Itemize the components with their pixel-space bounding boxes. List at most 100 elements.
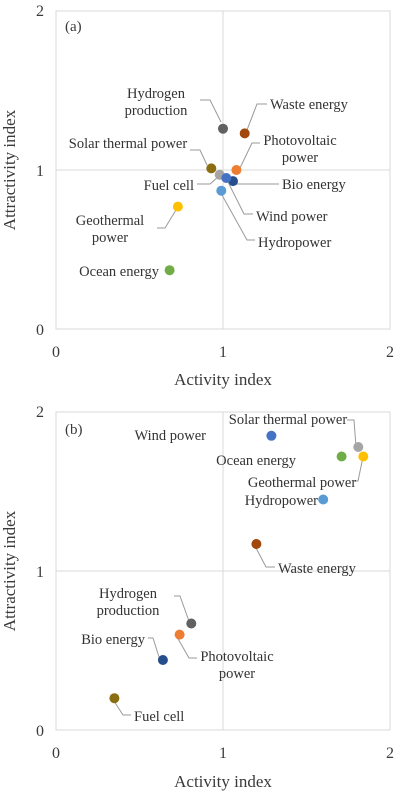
point-label-line: Hydrogen [127,86,186,102]
leader-line-geothermal-power [157,209,177,229]
panel-label: (a) [65,19,82,35]
point-label-line: Bio energy [81,632,146,648]
point-label-ocean-energy: Ocean energy [216,453,297,469]
point-label-line: Wind power [135,428,207,444]
point-label-hydrogen-production: Hydrogen production [125,86,189,119]
y-tick-label: 1 [36,564,44,581]
data-point-ocean-energy [164,265,175,276]
leader-line-geothermal-power [353,456,364,482]
data-point-hydrogen-production [186,618,197,629]
point-label-line: Photovoltaic [200,649,273,665]
point-label-line: Geothermal power [248,475,356,491]
data-point-photovoltaic-power [231,165,242,175]
data-point-hydropower [216,185,227,196]
leader-line-hydropower [221,194,255,241]
point-label-line: production [97,603,161,619]
x-tick-label: 1 [219,745,227,762]
data-point-fuel-cell [109,693,120,704]
leader-line-photovoltaic-power [239,142,260,169]
data-point-waste-energy [251,539,262,549]
y-tick-label: 0 [36,322,44,339]
data-point-wind-power [221,173,232,183]
panel-label: (b) [65,422,83,438]
point-label-line: power [92,230,128,246]
data-point-photovoltaic-power [174,629,185,640]
point-label-hydropower: Hydropower [245,493,318,509]
point-label-geothermal-power: Geothermal power [76,213,144,246]
point-label-wind-power: Wind power [256,209,328,225]
point-label-solar-thermal-power: Solar thermal power [69,136,188,152]
leader-line-solar-thermal-power [190,149,208,166]
leader-line-fuel-cell [111,697,131,716]
point-label-line: Solar thermal power [229,412,348,428]
leader-line-hydrogen-production [200,99,222,123]
x-tick-label: 2 [386,745,394,762]
y-tick-label: 0 [36,723,44,740]
x-axis-label: Activity index [174,370,272,389]
data-point-bio-energy [157,655,168,665]
point-label-line: power [219,666,255,682]
point-label-hydropower: Hydropower [258,235,331,251]
point-label-solar-thermal-power: Solar thermal power [229,412,348,428]
leader-line-solar-thermal-power [347,419,357,448]
data-point-geothermal-power [358,451,369,462]
leader-line-fuel-cell [197,176,219,185]
point-label-line: Ocean energy [216,453,297,469]
point-label-waste-energy: Waste energy [270,97,349,113]
point-label-fuel-cell: Fuel cell [134,709,184,725]
point-label-line: Photovoltaic [263,133,336,149]
x-tick-label: 0 [52,745,60,762]
data-point-hydropower [318,494,329,505]
point-label-bio-energy: Bio energy [81,632,146,648]
chart-panel-a: (a) 2 1 0 0 1 2 Activity index Attractiv… [0,3,394,389]
data-point-solar-thermal-power [353,442,364,452]
data-point-waste-energy [239,128,250,139]
chart-panel-b: (b) 2 1 0 0 1 2 Activity index Attractiv… [0,404,394,791]
data-point-geothermal-power [172,201,183,212]
x-tick-label: 0 [52,344,60,361]
point-label-line: Hydropower [258,235,331,251]
point-group: Hydrogen production Waste energy Photovolta… [69,86,349,280]
point-label-line: Ocean energy [79,264,160,280]
leader-line-wind-power [227,181,253,215]
leader-line-bio-energy [148,637,161,661]
leader-line-photovoltaic-power [176,636,197,659]
x-tick-label: 1 [219,344,227,361]
y-tick-label: 1 [36,163,44,180]
point-label-hydrogen-production: Hydrogen production [97,586,161,619]
point-label-line: Fuel cell [144,178,194,194]
point-label-line: Bio energy [282,177,347,193]
point-label-line: Wind power [256,209,328,225]
y-tick-label: 2 [36,404,44,421]
y-axis-label: Attractivity index [0,510,19,631]
point-label-line: Waste energy [270,97,349,113]
point-label-waste-energy: Waste energy [278,561,357,577]
point-label-line: Waste energy [278,561,357,577]
point-label-line: power [282,150,318,166]
y-tick-label: 2 [36,3,44,20]
point-label-photovoltaic-power: Photovoltaic power [200,649,273,682]
point-label-bio-energy: Bio energy [282,177,347,193]
point-group: Wind power Solar thermal power Ocean energ… [81,412,369,725]
data-point-wind-power [266,430,277,441]
point-label-photovoltaic-power: Photovoltaic power [263,133,336,166]
point-label-line: production [125,103,189,119]
point-label-ocean-energy: Ocean energy [79,264,160,280]
y-axis-label: Attractivity index [0,109,19,230]
x-axis-label: Activity index [174,772,272,791]
point-label-geothermal-power: Geothermal power [248,475,356,491]
point-label-line: Hydropower [245,493,318,509]
point-label-wind-power: Wind power [135,428,207,444]
leader-line-waste-energy [246,103,267,131]
data-point-hydrogen-production [218,123,228,134]
x-tick-label: 2 [386,344,394,361]
data-point-solar-thermal-power [206,163,217,174]
point-label-fuel-cell: Fuel cell [144,178,194,194]
point-label-line: Solar thermal power [69,136,188,152]
point-label-line: Hydrogen [99,586,158,602]
leader-line-hydrogen-production [174,595,191,625]
point-label-line: Geothermal [76,213,144,229]
point-label-line: Fuel cell [134,709,184,725]
leader-line-waste-energy [254,545,275,568]
